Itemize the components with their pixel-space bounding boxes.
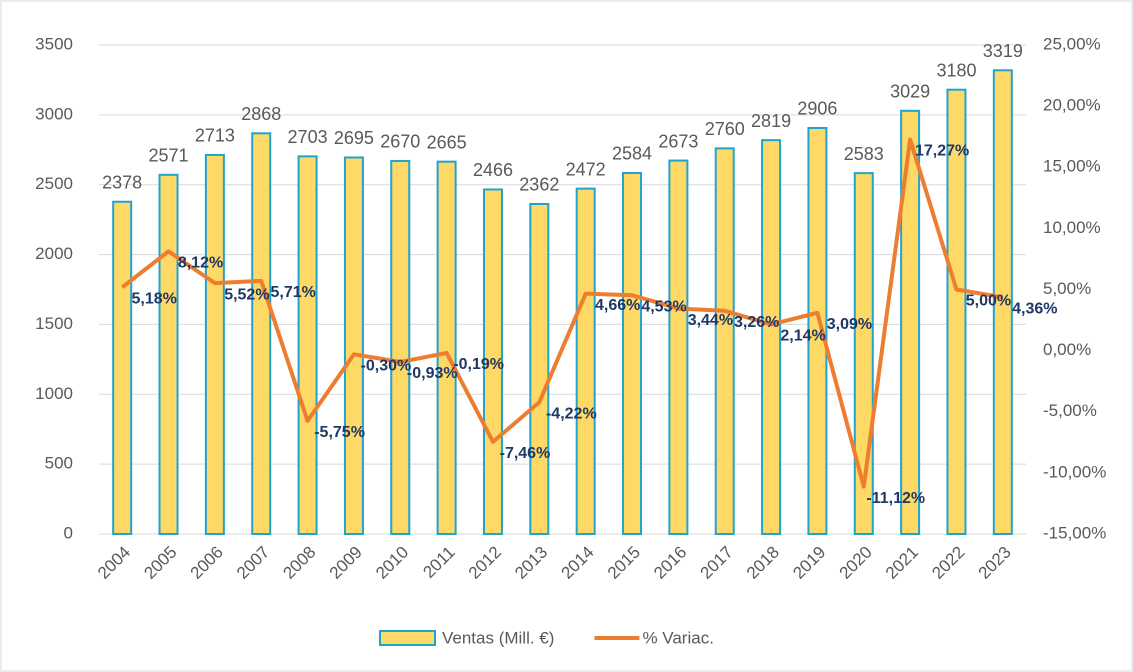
bar xyxy=(112,200,133,535)
y2-tick-label: -5,00% xyxy=(1043,401,1097,420)
y2-tick-label: -10,00% xyxy=(1043,462,1106,481)
y-tick-label: 1000 xyxy=(35,384,73,403)
bar-label: 2665 xyxy=(427,132,467,152)
bar xyxy=(297,155,318,535)
bar-label: 2906 xyxy=(797,99,837,119)
bar-label: 2362 xyxy=(519,175,559,195)
bar xyxy=(668,159,689,536)
bar xyxy=(158,173,179,535)
line-label: 5,18% xyxy=(131,291,176,308)
bar-label: 3319 xyxy=(983,41,1023,61)
bar-label: 2703 xyxy=(288,127,328,147)
bar-label: 2713 xyxy=(195,126,235,146)
y2-tick-label: 25,00% xyxy=(1043,34,1101,53)
y2-tick-label: 0,00% xyxy=(1043,340,1091,359)
line-label: 4,66% xyxy=(595,297,640,314)
line-label: 5,00% xyxy=(966,293,1011,310)
line-label: 5,52% xyxy=(224,286,269,303)
bar-label: 2695 xyxy=(334,128,374,148)
legend-label: Ventas (Mill. €) xyxy=(442,628,554,647)
bar-label: 2670 xyxy=(380,132,420,152)
bar-label: 2819 xyxy=(751,111,791,131)
bar xyxy=(900,109,921,536)
line xyxy=(120,137,1004,489)
y-tick-label: 2000 xyxy=(35,244,73,263)
bar-label: 2571 xyxy=(149,146,189,166)
line-label: -4,22% xyxy=(546,405,597,422)
y2-tick-label: 10,00% xyxy=(1043,218,1101,237)
bar-label: 2584 xyxy=(612,144,652,164)
line-label: 4,53% xyxy=(641,298,686,315)
bar xyxy=(251,132,272,535)
bar xyxy=(575,187,596,535)
y-tick-label: 500 xyxy=(45,454,73,473)
bar xyxy=(761,139,782,536)
line-label: 4,36% xyxy=(1012,301,1057,318)
bar xyxy=(946,88,967,536)
y-tick-label: 0 xyxy=(64,523,73,542)
line-label: -11,12% xyxy=(866,490,925,507)
bar xyxy=(482,188,503,535)
line-label: 8,12% xyxy=(178,255,223,272)
y-tick-label: 2500 xyxy=(35,174,73,193)
bar-label: 3029 xyxy=(890,82,930,102)
bar xyxy=(529,202,550,536)
line-label: 3,09% xyxy=(827,316,872,333)
bar-label: 2472 xyxy=(566,159,606,179)
line-label: -0,30% xyxy=(361,358,412,375)
legend-swatch xyxy=(379,630,436,646)
y2-tick-label: 20,00% xyxy=(1043,96,1101,115)
y2-tick-label: -15,00% xyxy=(1043,523,1106,542)
line-label: -5,75% xyxy=(314,424,365,441)
y2-tick-label: 5,00% xyxy=(1043,279,1091,298)
bar-label: 2466 xyxy=(473,160,513,180)
bar-label: 2868 xyxy=(241,104,281,124)
bar-label: 3180 xyxy=(936,60,976,80)
y-tick-label: 1500 xyxy=(35,314,73,333)
bar xyxy=(622,171,643,536)
bar xyxy=(992,69,1013,535)
line-label: 2,14% xyxy=(780,328,825,345)
line-label: -0,93% xyxy=(407,365,458,382)
line-label: -0,19% xyxy=(453,356,504,373)
line-label: 5,71% xyxy=(271,284,316,301)
y-tick-label: 3000 xyxy=(35,104,73,123)
bar xyxy=(807,126,828,535)
bar xyxy=(436,160,457,535)
bar xyxy=(343,156,364,535)
line-label: 3,44% xyxy=(688,312,733,329)
y-tick-label: 3500 xyxy=(35,34,73,53)
line-label: 3,26% xyxy=(734,314,779,331)
bar-label: 2378 xyxy=(102,173,142,193)
bar-label: 2583 xyxy=(844,144,884,164)
bar-label: 2760 xyxy=(705,119,745,139)
bar xyxy=(714,147,735,535)
line-label: 17,27% xyxy=(915,143,969,160)
line-label: -7,46% xyxy=(500,445,551,462)
bar xyxy=(204,153,225,535)
bar-label: 2673 xyxy=(658,131,698,151)
legend-label: % Variac. xyxy=(642,628,714,647)
y2-tick-label: 15,00% xyxy=(1043,157,1101,176)
bar xyxy=(390,159,411,535)
